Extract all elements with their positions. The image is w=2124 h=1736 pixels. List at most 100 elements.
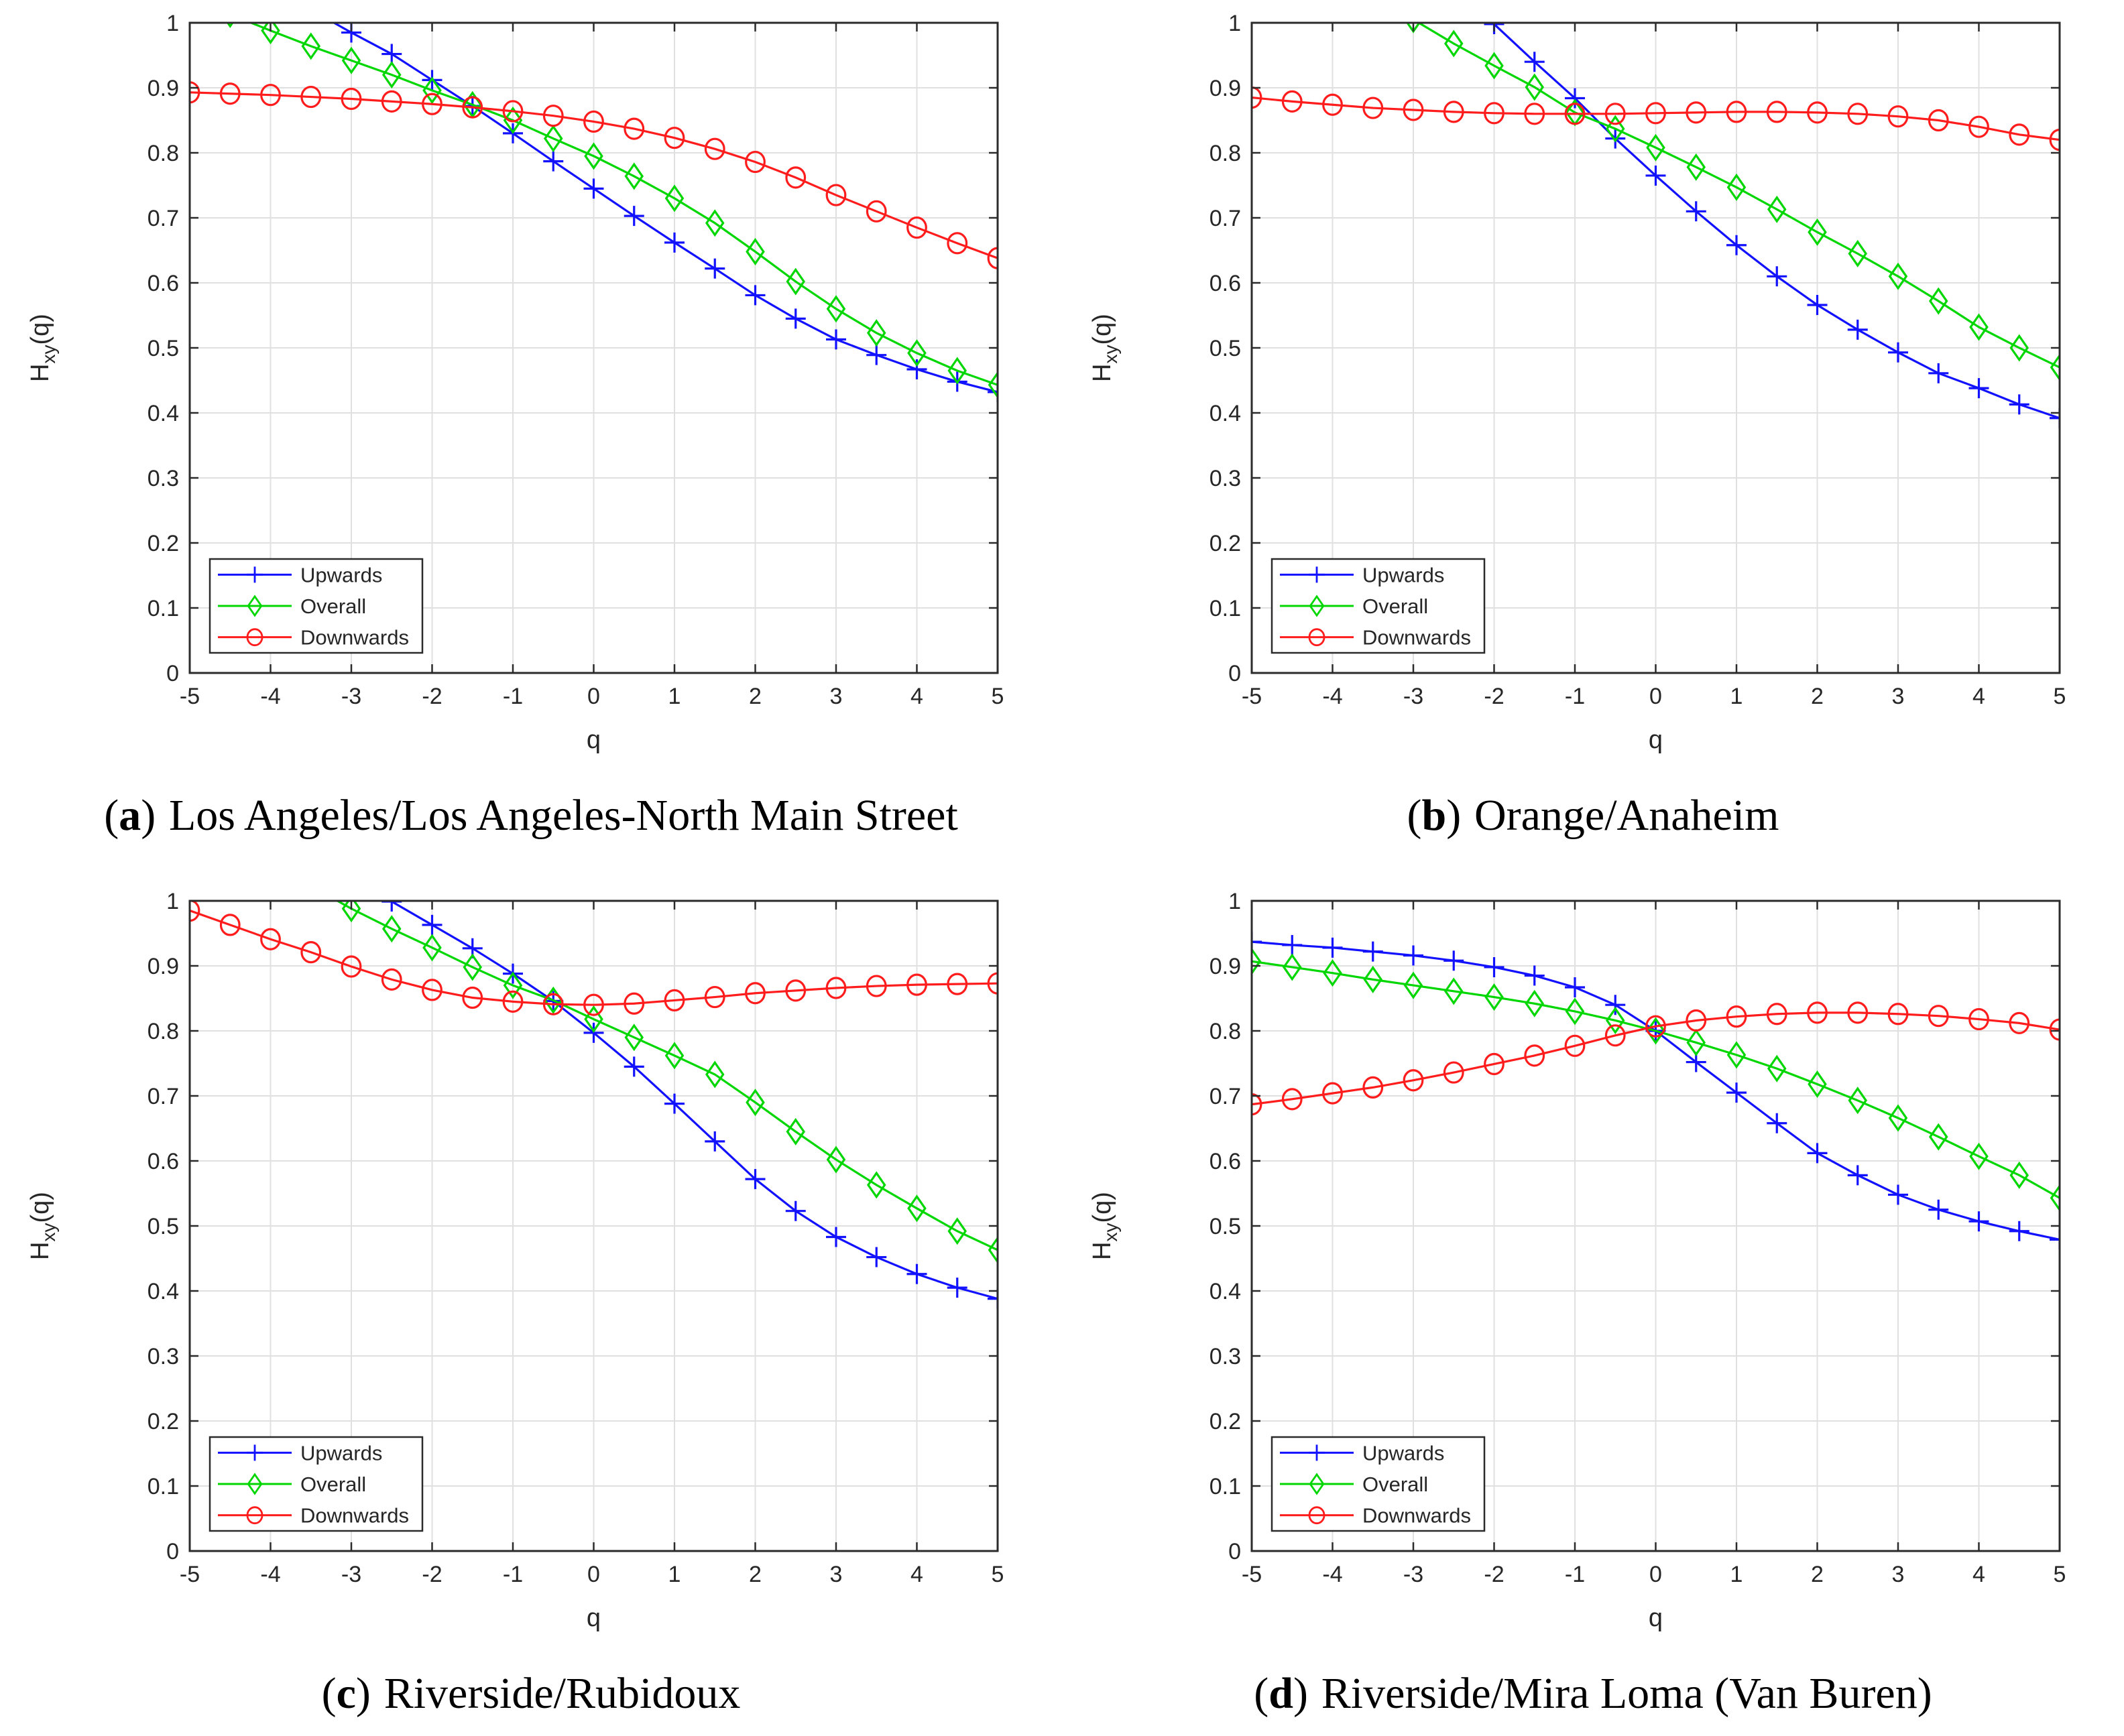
y-tick-label: 0.2: [148, 1409, 179, 1434]
series-upwards-a: [331, 23, 998, 402]
y-tick-label: 0: [166, 661, 179, 686]
y-tick-label: 0.4: [148, 401, 179, 426]
legend-label-downwards: Downwards: [300, 1504, 409, 1528]
overall-line: [248, 23, 998, 386]
series-area-c: [190, 901, 998, 1309]
caption-a-letter: a: [119, 791, 141, 840]
x-tick-label: -2: [422, 1562, 442, 1587]
y-tick-label: 0.3: [1210, 466, 1241, 491]
x-tick-label: -3: [1403, 1562, 1423, 1587]
series-downwards-d: [1252, 1001, 2060, 1116]
x-tick-label: -3: [1403, 684, 1423, 709]
panel-c: -5 -4 -3 -2 -1 0 1 2 3 4 5 0 0.1 0.2 0.3 0.4 0.5 0.6 0.7 0.…: [0, 881, 1062, 1736]
caption-d-letter: d: [1268, 1669, 1293, 1718]
x-tick-label: -2: [1484, 684, 1504, 709]
legend-d: Upwards Overall Downwards: [1271, 1436, 1486, 1532]
x-tick-label: 1: [668, 1562, 681, 1587]
x-tick-label: -5: [1242, 1562, 1262, 1587]
caption-c: (c) Riverside/Rubidoux: [322, 1652, 741, 1736]
x-tick-label: 3: [830, 1562, 843, 1587]
x-tick-label: -4: [260, 684, 280, 709]
y-tick-label: 0.4: [148, 1279, 179, 1304]
legend-label-overall: Overall: [1362, 595, 1428, 618]
y-tick-label: 0.2: [1210, 1409, 1241, 1434]
y-tick-label: 0.1: [148, 596, 179, 621]
caption-a: (a) Los Angeles/Los Angeles-North Main St…: [104, 773, 958, 858]
caption-a-text: Los Angeles/Los Angeles-North Main Stree…: [168, 791, 958, 840]
y-tick-label: 0: [1228, 1539, 1241, 1564]
legend-label-downwards: Downwards: [1362, 1504, 1471, 1528]
overall-line: [1417, 23, 2060, 369]
y-tick-label: 1: [1228, 11, 1241, 36]
downwards-line: [1252, 96, 2060, 141]
y-tick-label: 0.9: [1210, 954, 1241, 979]
caption-c-open-paren: (: [321, 1669, 337, 1718]
tick-labels-b: -5 -4 -3 -2 -1 0 1 2 3 4 5 0 0.1 0.2 0.3 0.4 0.5 0.6 0.7 0.…: [1210, 11, 2066, 709]
axes-d: [1250, 900, 2061, 1552]
caption-a-open-paren: (: [104, 791, 119, 840]
x-tick-label: 2: [1811, 684, 1824, 709]
x-tick-label: 0: [1649, 1562, 1662, 1587]
y-tick-label: 0.8: [148, 141, 179, 166]
y-tick-label: 0.6: [1210, 1149, 1241, 1174]
chart-a-plot: -5 -4 -3 -2 -1 0 1 2 3 4 5 0 0.1 0.2 0.3 0.4 0.5 0.6 0.7 0.…: [26, 11, 1004, 754]
y-tick-label: 0.9: [148, 954, 179, 979]
legend-b: Upwards Overall Downwards: [1271, 558, 1486, 654]
legend-label-overall: Overall: [1362, 1473, 1428, 1496]
y-tick-label: 0.5: [1210, 1214, 1241, 1239]
series-area-a: [190, 23, 998, 402]
overall-line: [1252, 960, 2060, 1199]
series-overall-a: [226, 23, 998, 399]
x-tick-label: -3: [341, 684, 361, 709]
x-tick-label: -2: [1484, 1562, 1504, 1587]
chart-b-plot: -5 -4 -3 -2 -1 0 1 2 3 4 5 0 0.1 0.2 0.3 0.4 0.5 0.6 0.7 0.…: [1088, 11, 2066, 754]
x-tick-label: 1: [1730, 1562, 1743, 1587]
x-tick-label: -1: [1565, 684, 1585, 709]
caption-a-close-paren: ): [141, 791, 156, 840]
caption-b-text: Orange/Anaheim: [1474, 791, 1779, 840]
legend-label-downwards: Downwards: [1362, 626, 1471, 649]
caption-c-text: Riverside/Rubidoux: [384, 1669, 741, 1718]
y-tick-label: 0.9: [1210, 76, 1241, 101]
x-tick-label: -1: [503, 684, 523, 709]
x-tick-label: 2: [1811, 1562, 1824, 1587]
y-tick-label: 0.8: [148, 1019, 179, 1044]
x-tick-label: -4: [1322, 1562, 1342, 1587]
y-tick-label: 0.6: [1210, 271, 1241, 296]
y-axis-label-b: Hxy(q): [1088, 314, 1121, 382]
y-tick-label: 0.8: [1210, 1019, 1241, 1044]
legend-label-overall: Overall: [300, 1473, 366, 1496]
x-tick-label: -4: [260, 1562, 280, 1587]
axes-c: [188, 900, 999, 1552]
y-tick-label: 0.4: [1210, 1279, 1241, 1304]
x-tick-label: 5: [992, 684, 1004, 709]
chart-d-plot: -5 -4 -3 -2 -1 0 1 2 3 4 5 0 0.1 0.2 0.3 0.4 0.5 0.6 0.7 0.…: [1088, 889, 2066, 1632]
y-tick-label: 1: [166, 889, 179, 914]
y-tick-label: 0.5: [148, 1214, 179, 1239]
x-tick-label: 3: [1892, 684, 1905, 709]
y-tick-label: 0.6: [148, 271, 179, 296]
y-tick-label: 1: [1228, 889, 1241, 914]
y-tick-label: 0.2: [1210, 531, 1241, 556]
y-tick-label: 0.5: [1210, 336, 1241, 361]
series-area-d: [1252, 932, 2060, 1250]
caption-b-letter: b: [1421, 791, 1447, 840]
chart-c-plot: -5 -4 -3 -2 -1 0 1 2 3 4 5 0 0.1 0.2 0.3 0.4 0.5 0.6 0.7 0.…: [26, 889, 1004, 1632]
y-tick-label: 0.6: [148, 1149, 179, 1174]
y-tick-label: 0.7: [1210, 206, 1241, 231]
series-overall-c: [335, 901, 998, 1264]
legend-c: Upwards Overall Downwards: [209, 1436, 424, 1532]
x-tick-label: 5: [2054, 1562, 2066, 1587]
y-axis-label-a: Hxy(q): [26, 314, 59, 382]
y-axis-label-c: Hxy(q): [26, 1192, 59, 1260]
x-tick-label: -2: [422, 684, 442, 709]
grid-c: [190, 901, 998, 1551]
overall-line: [335, 901, 998, 1251]
series-downwards-c: [190, 901, 998, 1016]
x-tick-label: -5: [180, 684, 200, 709]
downwards-line: [190, 91, 998, 259]
x-tick-label: 2: [749, 1562, 762, 1587]
legend-label-upwards: Upwards: [1362, 563, 1444, 586]
x-tick-label: -3: [341, 1562, 361, 1587]
